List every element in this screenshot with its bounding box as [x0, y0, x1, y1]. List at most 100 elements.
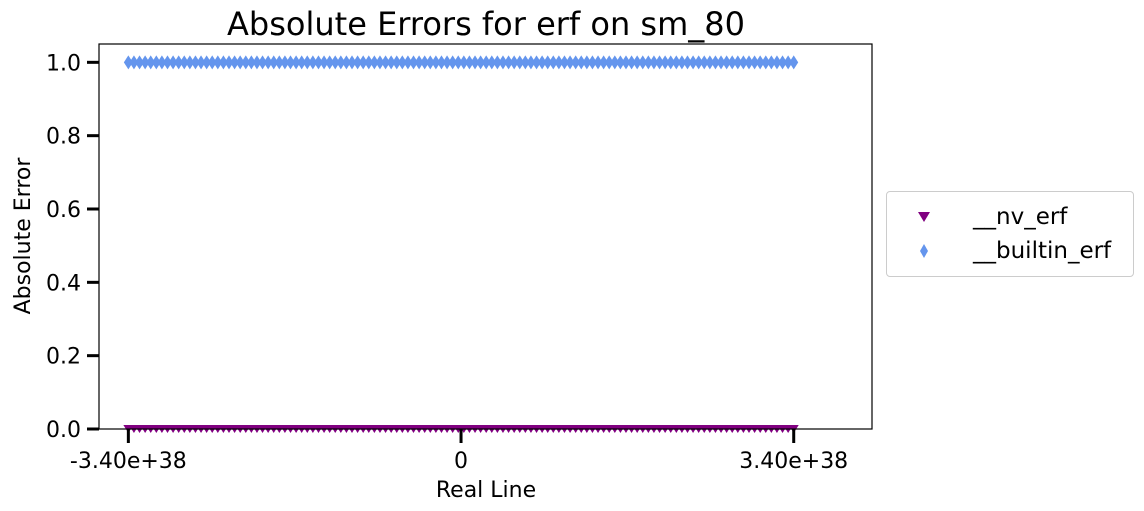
data-point	[252, 55, 262, 70]
data-point	[627, 55, 637, 70]
data-point	[157, 55, 167, 70]
data-point	[224, 55, 234, 70]
data-point	[504, 55, 514, 70]
data-point	[789, 55, 799, 70]
y-tick-label: 0.6	[46, 198, 81, 223]
x-tick-label: -3.40e+38	[70, 449, 187, 474]
data-point	[520, 55, 530, 70]
data-point	[274, 55, 284, 70]
y-tick-label: 0.4	[46, 271, 81, 296]
data-point	[442, 55, 452, 70]
data-point	[364, 55, 374, 70]
data-point	[722, 55, 732, 70]
data-point	[246, 55, 256, 70]
data-point	[436, 55, 446, 70]
data-point	[699, 55, 709, 70]
data-point	[621, 55, 631, 70]
y-axis-label: Absolute Error	[11, 157, 36, 315]
data-point	[263, 55, 273, 70]
data-point	[733, 55, 743, 70]
data-point	[738, 55, 748, 70]
data-point	[632, 55, 642, 70]
data-point	[286, 55, 296, 70]
data-point	[660, 55, 670, 70]
data-point	[341, 55, 351, 70]
data-point	[666, 55, 676, 70]
axes-layer: 0.0 0.2 0.4 0.6 0.8 1.0 -3.40e+38 0 3.40e+38	[46, 51, 848, 474]
data-point	[414, 55, 424, 70]
data-point	[313, 55, 323, 70]
x-tick-label: 0	[454, 449, 468, 474]
data-point	[615, 55, 625, 70]
data-point	[174, 55, 184, 70]
y-tick-label: 0.8	[46, 125, 81, 150]
data-point	[207, 55, 217, 70]
data-point	[599, 55, 609, 70]
data-point	[190, 55, 200, 70]
legend-entry: __nv_erf	[887, 202, 1133, 232]
data-point	[688, 55, 698, 70]
data-point	[778, 55, 788, 70]
data-point	[515, 55, 525, 70]
data-point	[302, 55, 312, 70]
data-point	[325, 55, 335, 70]
data-point	[571, 55, 581, 70]
data-point	[487, 55, 497, 70]
data-point	[682, 55, 692, 70]
data-point	[258, 55, 268, 70]
data-point	[509, 55, 519, 70]
data-point	[375, 55, 385, 70]
data-point	[761, 55, 771, 70]
data-point	[381, 55, 391, 70]
data-point	[532, 55, 542, 70]
data-point	[576, 55, 586, 70]
x-axis-label: Real Line	[436, 478, 536, 503]
data-point	[755, 55, 765, 70]
data-point	[671, 55, 681, 70]
data-point	[548, 55, 558, 70]
data-point	[498, 55, 508, 70]
data-point	[492, 55, 502, 70]
chart-title: Absolute Errors for erf on sm_80	[227, 5, 745, 43]
data-point	[235, 55, 245, 70]
data-point	[470, 55, 480, 70]
data-point	[677, 55, 687, 70]
data-point	[716, 55, 726, 70]
data-point	[369, 55, 379, 70]
data-point	[554, 55, 564, 70]
data-point	[269, 55, 279, 70]
data-point	[386, 55, 396, 70]
data-point	[643, 55, 653, 70]
series-builtinerf	[123, 55, 799, 70]
data-point	[213, 55, 223, 70]
y-tick-label: 1.0	[46, 51, 81, 76]
data-point	[241, 55, 251, 70]
data-point	[392, 55, 402, 70]
data-point	[710, 55, 720, 70]
y-tick-label: 0.2	[46, 345, 81, 370]
data-point	[358, 55, 368, 70]
data-point	[185, 55, 195, 70]
data-point	[638, 55, 648, 70]
data-point	[409, 55, 419, 70]
data-point	[453, 55, 463, 70]
data-point	[772, 55, 782, 70]
data-point	[196, 55, 206, 70]
legend-entry: __builtin_erf	[887, 236, 1133, 266]
data-point	[230, 55, 240, 70]
data-point	[783, 55, 793, 70]
data-point	[420, 55, 430, 70]
data-point	[218, 55, 228, 70]
data-point	[526, 55, 536, 70]
data-point	[705, 55, 715, 70]
data-point	[565, 55, 575, 70]
data-point	[425, 55, 435, 70]
data-point	[593, 55, 603, 70]
x-tick-label: 3.40e+38	[739, 449, 848, 474]
legend: __nv_erf __builtin_erf	[886, 191, 1134, 277]
y-tick-label: 0.0	[46, 418, 81, 443]
data-point	[464, 55, 474, 70]
data-point	[559, 55, 569, 70]
data-point	[750, 55, 760, 70]
data-point	[448, 55, 458, 70]
